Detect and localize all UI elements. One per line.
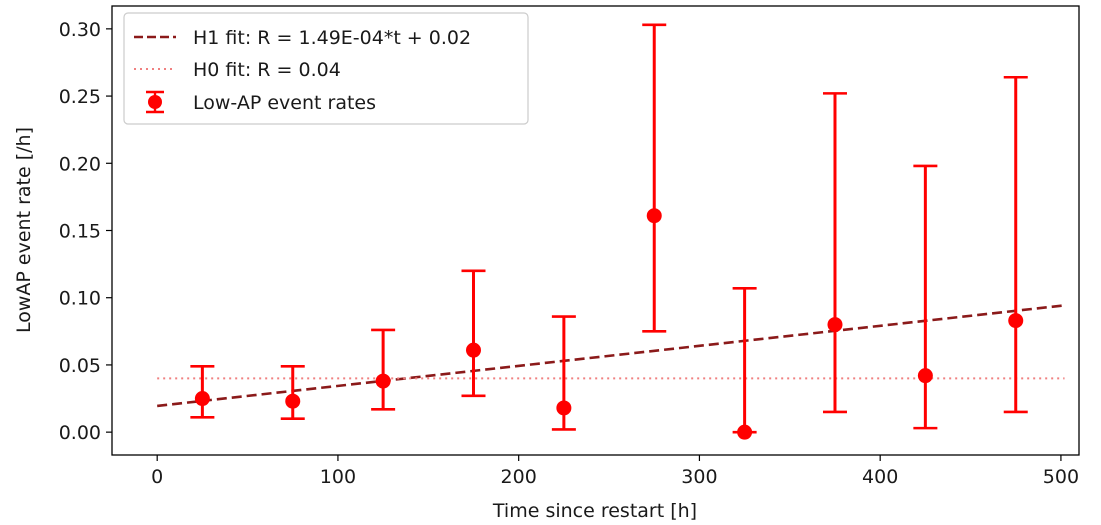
legend-h0-label: H0 fit: R = 0.04 bbox=[193, 59, 341, 81]
legend-errorbar-marker bbox=[148, 95, 162, 109]
legend: H1 fit: R = 1.49E-04*t + 0.02 H0 fit: R … bbox=[123, 12, 529, 125]
y-tick-label: 0.30 bbox=[59, 19, 101, 41]
x-tick-label: 400 bbox=[862, 466, 898, 488]
x-tick-label: 0 bbox=[151, 466, 163, 488]
data-point bbox=[375, 373, 391, 389]
x-axis-label: Time since restart [h] bbox=[492, 500, 697, 522]
data-point bbox=[737, 424, 753, 440]
y-tick-label: 0.15 bbox=[59, 221, 101, 243]
y-tick-label: 0.05 bbox=[59, 355, 101, 377]
h1-fit-line bbox=[157, 304, 1065, 408]
data-point bbox=[556, 400, 572, 416]
legend-h1-label: H1 fit: R = 1.49E-04*t + 0.02 bbox=[193, 27, 471, 49]
y-tick-label: 0.00 bbox=[59, 422, 101, 444]
x-tick-label: 200 bbox=[501, 466, 537, 488]
series-layer bbox=[157, 23, 1065, 440]
data-point bbox=[285, 393, 301, 409]
y-axis: 0.00 0.05 0.10 0.15 0.20 0.25 0.30 bbox=[59, 19, 112, 444]
data-point bbox=[827, 317, 843, 333]
data-point bbox=[646, 208, 662, 224]
y-axis-label: LowAP event rate [/h] bbox=[13, 127, 35, 333]
y-tick-label: 0.10 bbox=[59, 288, 101, 310]
x-tick-label: 300 bbox=[681, 466, 717, 488]
y-tick-label: 0.25 bbox=[59, 86, 101, 108]
data-point bbox=[1008, 313, 1024, 329]
data-point bbox=[917, 368, 933, 384]
legend-box bbox=[123, 12, 529, 125]
x-axis: 0 100 200 300 400 500 bbox=[151, 455, 1079, 488]
x-tick-label: 500 bbox=[1043, 466, 1079, 488]
y-tick-label: 0.20 bbox=[59, 153, 101, 175]
x-tick-label: 100 bbox=[320, 466, 356, 488]
data-point bbox=[194, 391, 210, 407]
data-point bbox=[465, 342, 481, 358]
legend-errorbar-label: Low-AP event rates bbox=[193, 92, 376, 114]
